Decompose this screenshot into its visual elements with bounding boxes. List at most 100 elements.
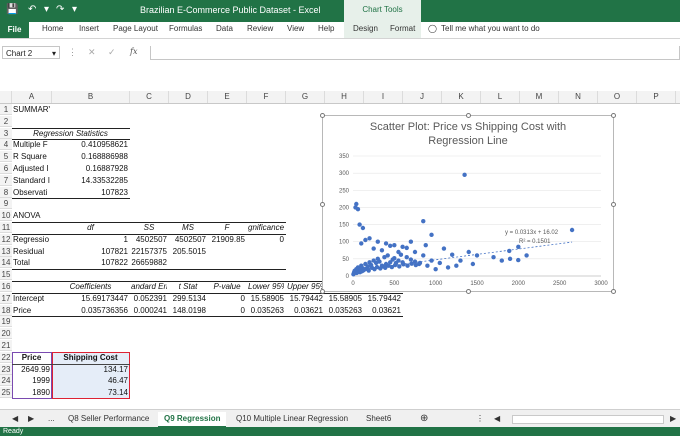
cell-C18[interactable]: 0.000241 <box>133 305 167 315</box>
resize-handle-right[interactable] <box>611 202 616 207</box>
row-header[interactable]: 2 <box>0 115 12 127</box>
tab-help[interactable]: Help <box>318 24 335 33</box>
row-header[interactable]: 21 <box>0 340 12 351</box>
column-header[interactable]: M <box>520 91 559 103</box>
cell-E12[interactable]: 21909.85 <box>211 234 245 244</box>
cell-D17[interactable]: 299.5134 <box>172 293 206 303</box>
cell-B11[interactable]: df <box>87 223 94 232</box>
resize-handle-bottom-right[interactable] <box>611 289 616 294</box>
cell-B14[interactable]: 107822 <box>101 258 128 268</box>
column-header[interactable]: A <box>12 91 52 103</box>
cell-F16[interactable]: Lower 95% <box>248 282 284 291</box>
select-all-corner[interactable] <box>0 91 12 103</box>
tab-data[interactable]: Data <box>216 24 233 33</box>
enter-icon[interactable]: ✓ <box>108 47 116 57</box>
cell-A12[interactable]: Regressio <box>13 234 50 244</box>
row-header[interactable]: 23 <box>0 363 12 375</box>
customize-toolbar-icon[interactable]: ▾ <box>72 4 78 15</box>
row-header[interactable]: 15 <box>0 269 12 281</box>
scroll-left-icon[interactable]: ◀ <box>12 414 19 423</box>
hscroll-right-icon[interactable]: ▶ <box>670 414 677 423</box>
tell-me-box[interactable]: Tell me what you want to do <box>441 24 540 33</box>
formula-input[interactable] <box>150 46 680 60</box>
row-header[interactable]: 13 <box>0 245 12 257</box>
column-header[interactable]: H <box>325 91 364 103</box>
cell-B18[interactable]: 0.035736356 <box>81 305 128 315</box>
row-header[interactable]: 16 <box>0 281 12 292</box>
sheet-tab-q10[interactable]: Q10 Multiple Linear Regression <box>236 414 349 423</box>
cell-A7[interactable]: Standard I <box>13 175 50 185</box>
save-icon[interactable]: 💾 <box>6 4 19 15</box>
cell-A10[interactable]: ANOVA <box>13 211 41 221</box>
cell-E17[interactable]: 0 <box>240 293 245 303</box>
column-header[interactable]: P <box>637 91 676 103</box>
row-header[interactable]: 1 <box>0 104 12 115</box>
tab-page-layout[interactable]: Page Layout <box>113 24 158 33</box>
cell-A6[interactable]: Adjusted I <box>13 164 49 173</box>
cell-A4[interactable]: Multiple F <box>13 140 48 150</box>
cell-A24[interactable]: 1999 <box>32 376 50 386</box>
cell-A1[interactable]: SUMMARY OUTPUT <box>13 105 50 114</box>
undo-icon[interactable]: ↶ <box>28 4 37 15</box>
cell-B23[interactable]: 134.17 <box>103 364 128 374</box>
cell-D11[interactable]: MS <box>182 223 194 232</box>
row-header[interactable]: 22 <box>0 351 12 363</box>
cell-G16[interactable]: Upper 95% <box>287 282 323 291</box>
column-header[interactable]: G <box>286 91 325 103</box>
cell-B7[interactable]: 14.33532285 <box>81 175 128 185</box>
row-header[interactable]: 9 <box>0 198 12 210</box>
resize-handle-top[interactable] <box>466 113 471 118</box>
cell-A18[interactable]: Price <box>13 305 32 315</box>
sheet-tab-q8[interactable]: Q8 Seller Performance <box>68 414 150 423</box>
cell-A14[interactable]: Total <box>13 258 30 268</box>
name-box[interactable]: Chart 2 ▾ <box>2 46 60 59</box>
row-header[interactable]: 12 <box>0 233 12 245</box>
resize-handle-top-left[interactable] <box>320 113 325 118</box>
scroll-right-icon[interactable]: ▶ <box>28 414 35 423</box>
cell-B8[interactable]: 107823 <box>101 187 128 197</box>
cell-A3[interactable]: Regression Statistics <box>33 128 108 138</box>
tab-insert[interactable]: Insert <box>79 24 100 33</box>
row-header[interactable]: 6 <box>0 163 12 174</box>
row-header[interactable]: 8 <box>0 186 12 198</box>
cell-D18[interactable]: 148.0198 <box>172 305 206 315</box>
cell-E11[interactable]: F <box>224 223 230 232</box>
column-header[interactable]: I <box>364 91 403 103</box>
row-header[interactable]: 25 <box>0 387 12 399</box>
insert-function-icon[interactable]: fx <box>130 47 138 56</box>
row-header[interactable]: 7 <box>0 174 12 186</box>
tab-formulas[interactable]: Formulas <box>169 24 203 33</box>
row-header[interactable]: 14 <box>0 257 12 269</box>
tab-home[interactable]: Home <box>42 24 64 33</box>
add-sheet-icon[interactable]: ⊕ <box>420 413 429 424</box>
tab-split-icon[interactable]: ⋮ <box>476 414 484 423</box>
cell-H17[interactable]: 15.58905 <box>328 293 362 303</box>
row-header[interactable]: 4 <box>0 139 12 151</box>
sheet-tab-q9-active[interactable]: Q9 Regression <box>158 412 227 428</box>
row-header[interactable]: 20 <box>0 328 12 340</box>
tab-view[interactable]: View <box>287 24 305 33</box>
undo-dropdown-icon[interactable]: ▾ <box>44 4 50 15</box>
cell-A23[interactable]: 2649.99 <box>21 364 50 374</box>
cell-F18[interactable]: 0.035263 <box>250 305 284 315</box>
row-header[interactable]: 3 <box>0 127 12 139</box>
tab-file[interactable]: File <box>0 22 29 38</box>
cell-B24[interactable]: 46.47 <box>107 376 128 386</box>
cell-E18[interactable]: 0 <box>240 305 245 315</box>
cell-C14[interactable]: 26659882 <box>131 258 167 268</box>
row-header[interactable]: 5 <box>0 151 12 163</box>
resize-handle-bottom[interactable] <box>466 289 471 294</box>
more-sheets-button[interactable]: ... <box>48 414 55 423</box>
cell-D16[interactable]: t Stat <box>178 282 198 291</box>
cell-B17[interactable]: 15.69173447 <box>81 293 128 303</box>
cell-B22[interactable]: Shipping Cost <box>63 352 118 362</box>
row-header[interactable]: 19 <box>0 316 12 328</box>
cell-A22[interactable]: Price <box>21 352 42 362</box>
cell-B4[interactable]: 0.410958621 <box>81 140 128 150</box>
cell-F12[interactable]: 0 <box>279 234 284 244</box>
hscroll-left-icon[interactable]: ◀ <box>494 414 501 423</box>
cell-A8[interactable]: Observati <box>13 187 48 197</box>
tab-format[interactable]: Format <box>390 24 416 33</box>
column-header[interactable]: K <box>442 91 481 103</box>
